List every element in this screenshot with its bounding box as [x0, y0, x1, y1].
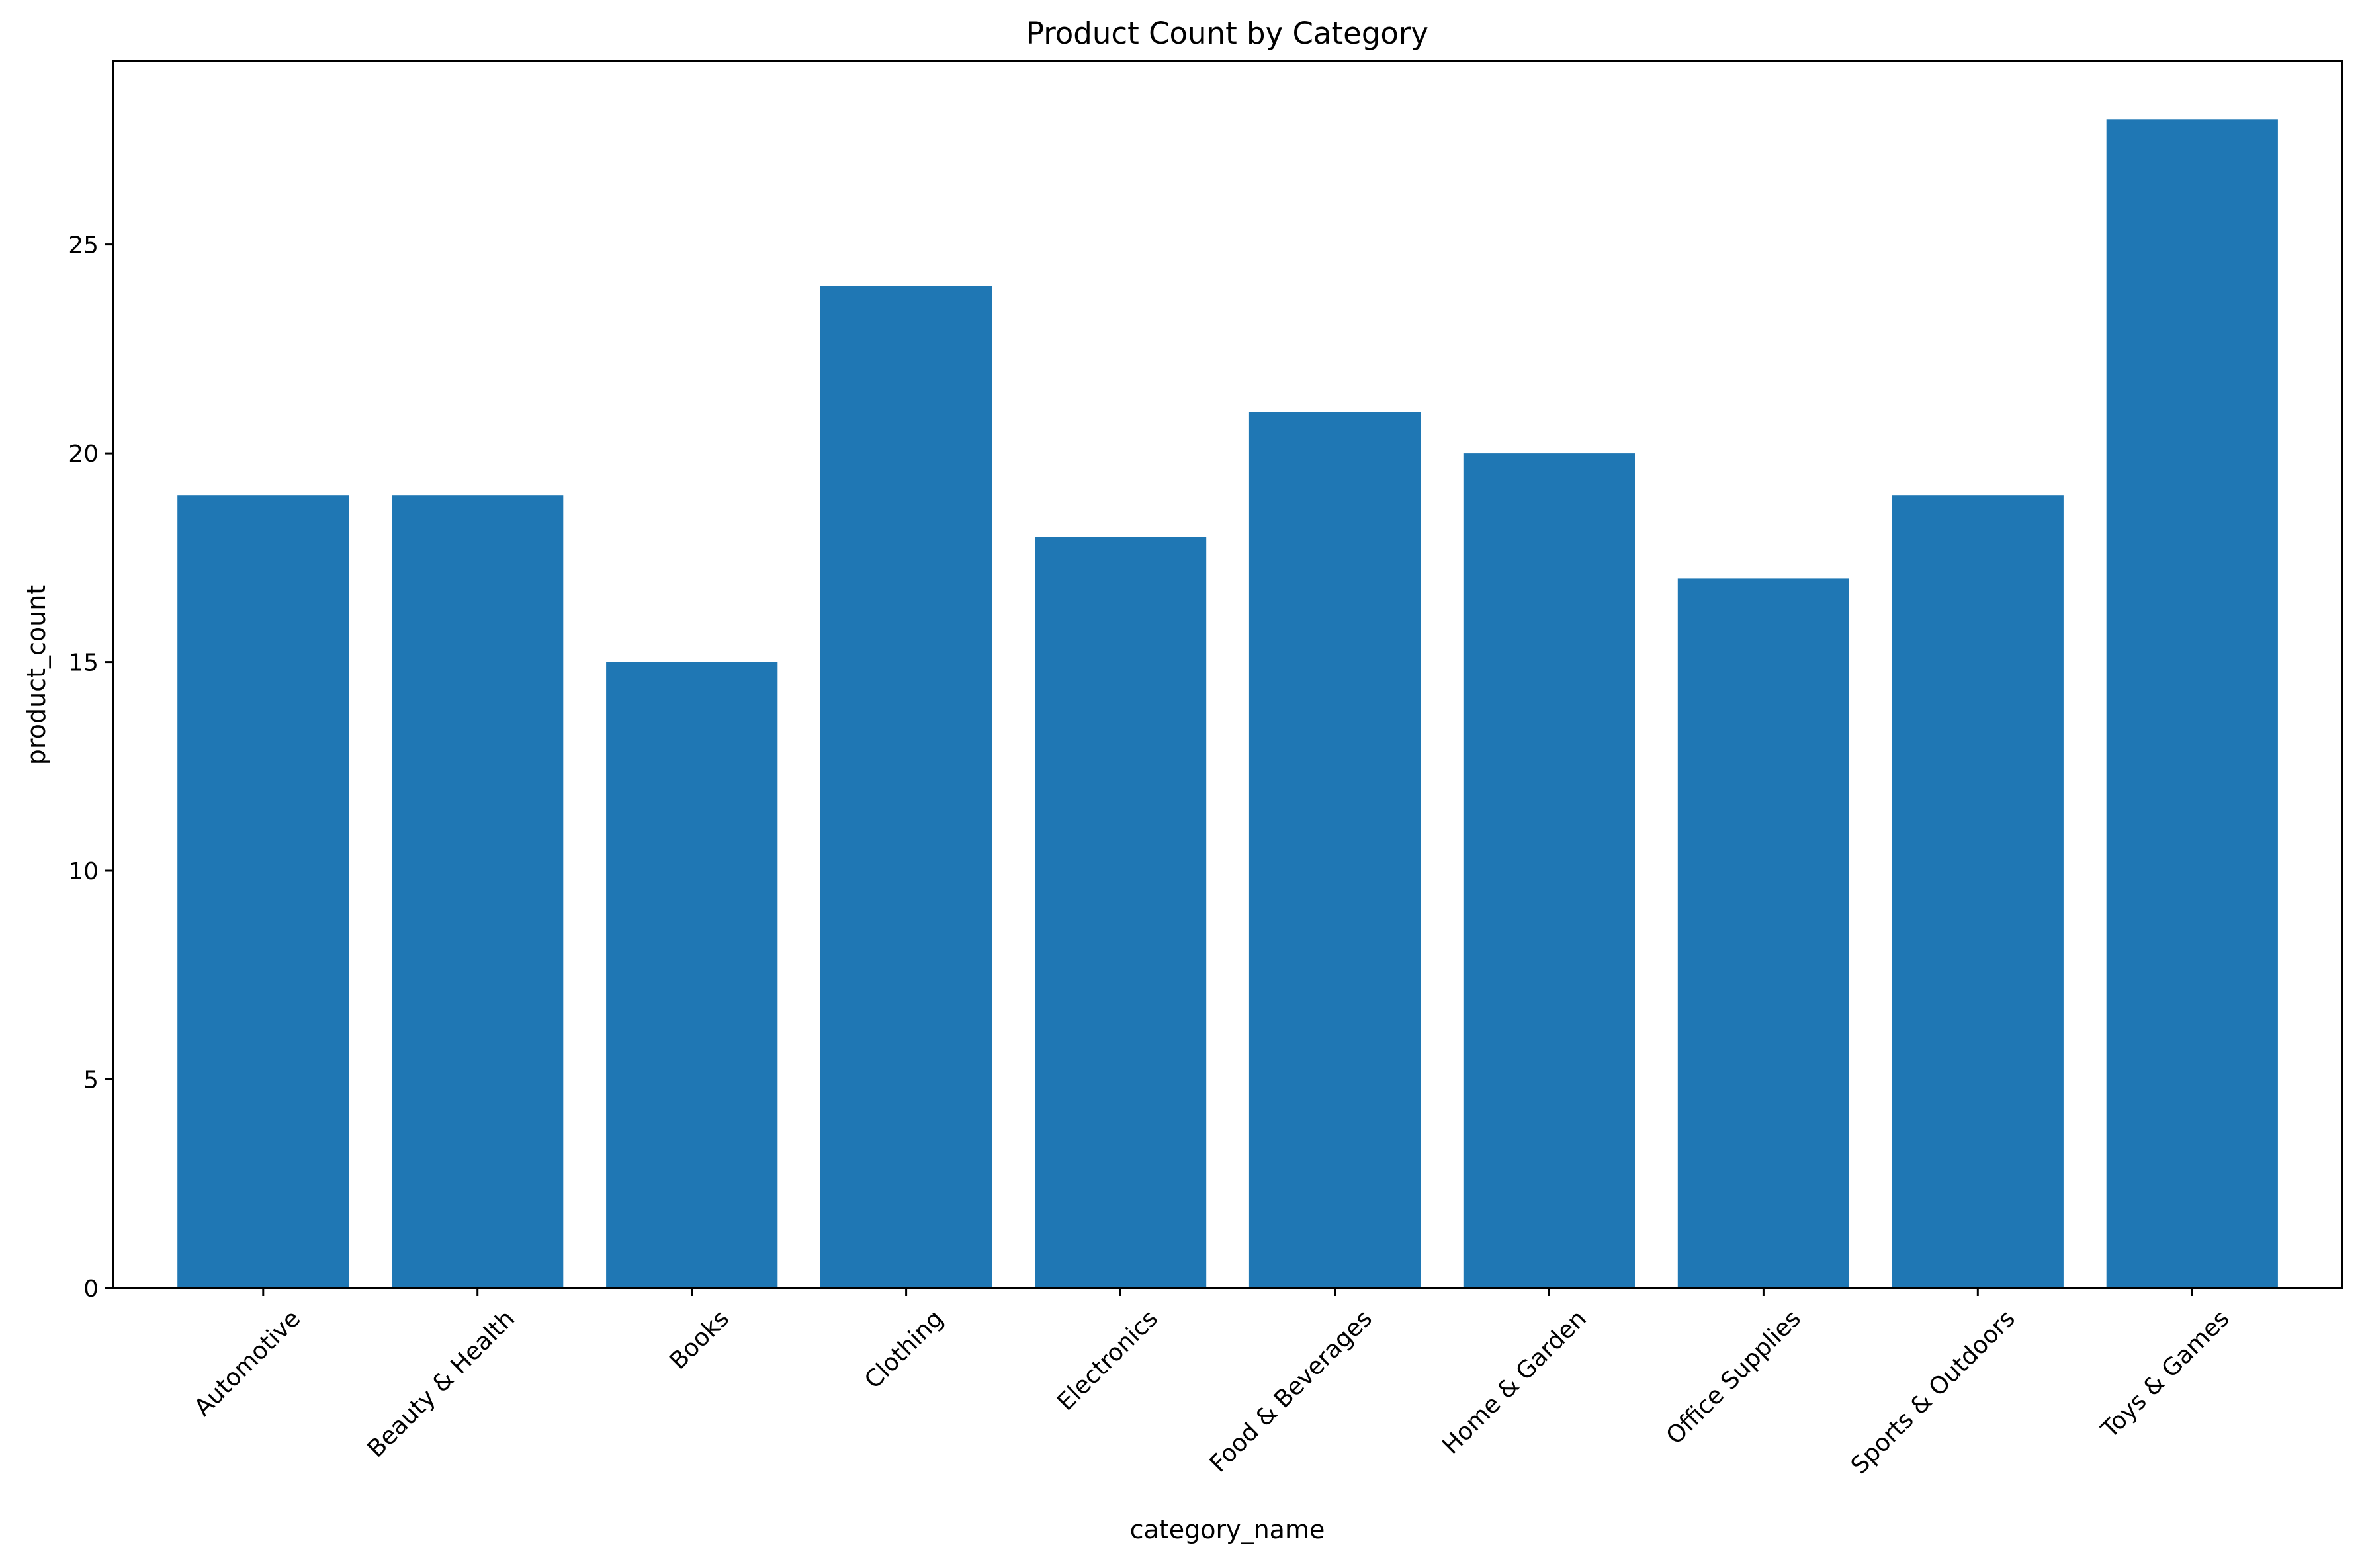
y-axis-label: product_count — [22, 585, 51, 765]
y-axis-ticks: 0 5 10 15 20 25 — [68, 232, 113, 1303]
y-tick-label: 0 — [83, 1276, 99, 1303]
plot-frame — [112, 60, 2343, 1289]
y-tick-label: 25 — [68, 232, 99, 259]
chart-title: Product Count by Category — [1026, 16, 1428, 51]
x-axis-label: category_name — [1130, 1515, 1325, 1544]
bar-office-supplies — [1677, 578, 1849, 1288]
bar-books — [606, 662, 778, 1288]
bar-electronics — [1035, 537, 1207, 1288]
bars-layer — [177, 119, 2278, 1289]
bar-food-beverages — [1248, 412, 1421, 1288]
bar-toys-games — [2106, 119, 2278, 1288]
bar-automotive — [177, 495, 349, 1289]
bar-home-garden — [1463, 453, 1635, 1288]
y-tick-label: 15 — [68, 650, 99, 677]
y-tick-label: 20 — [68, 441, 99, 468]
bar-beauty-health — [392, 495, 564, 1289]
y-tick-label: 5 — [83, 1067, 99, 1094]
bar-clothing — [820, 286, 992, 1289]
y-tick-label: 10 — [68, 858, 99, 885]
bar-sports-outdoors — [1892, 495, 2064, 1289]
